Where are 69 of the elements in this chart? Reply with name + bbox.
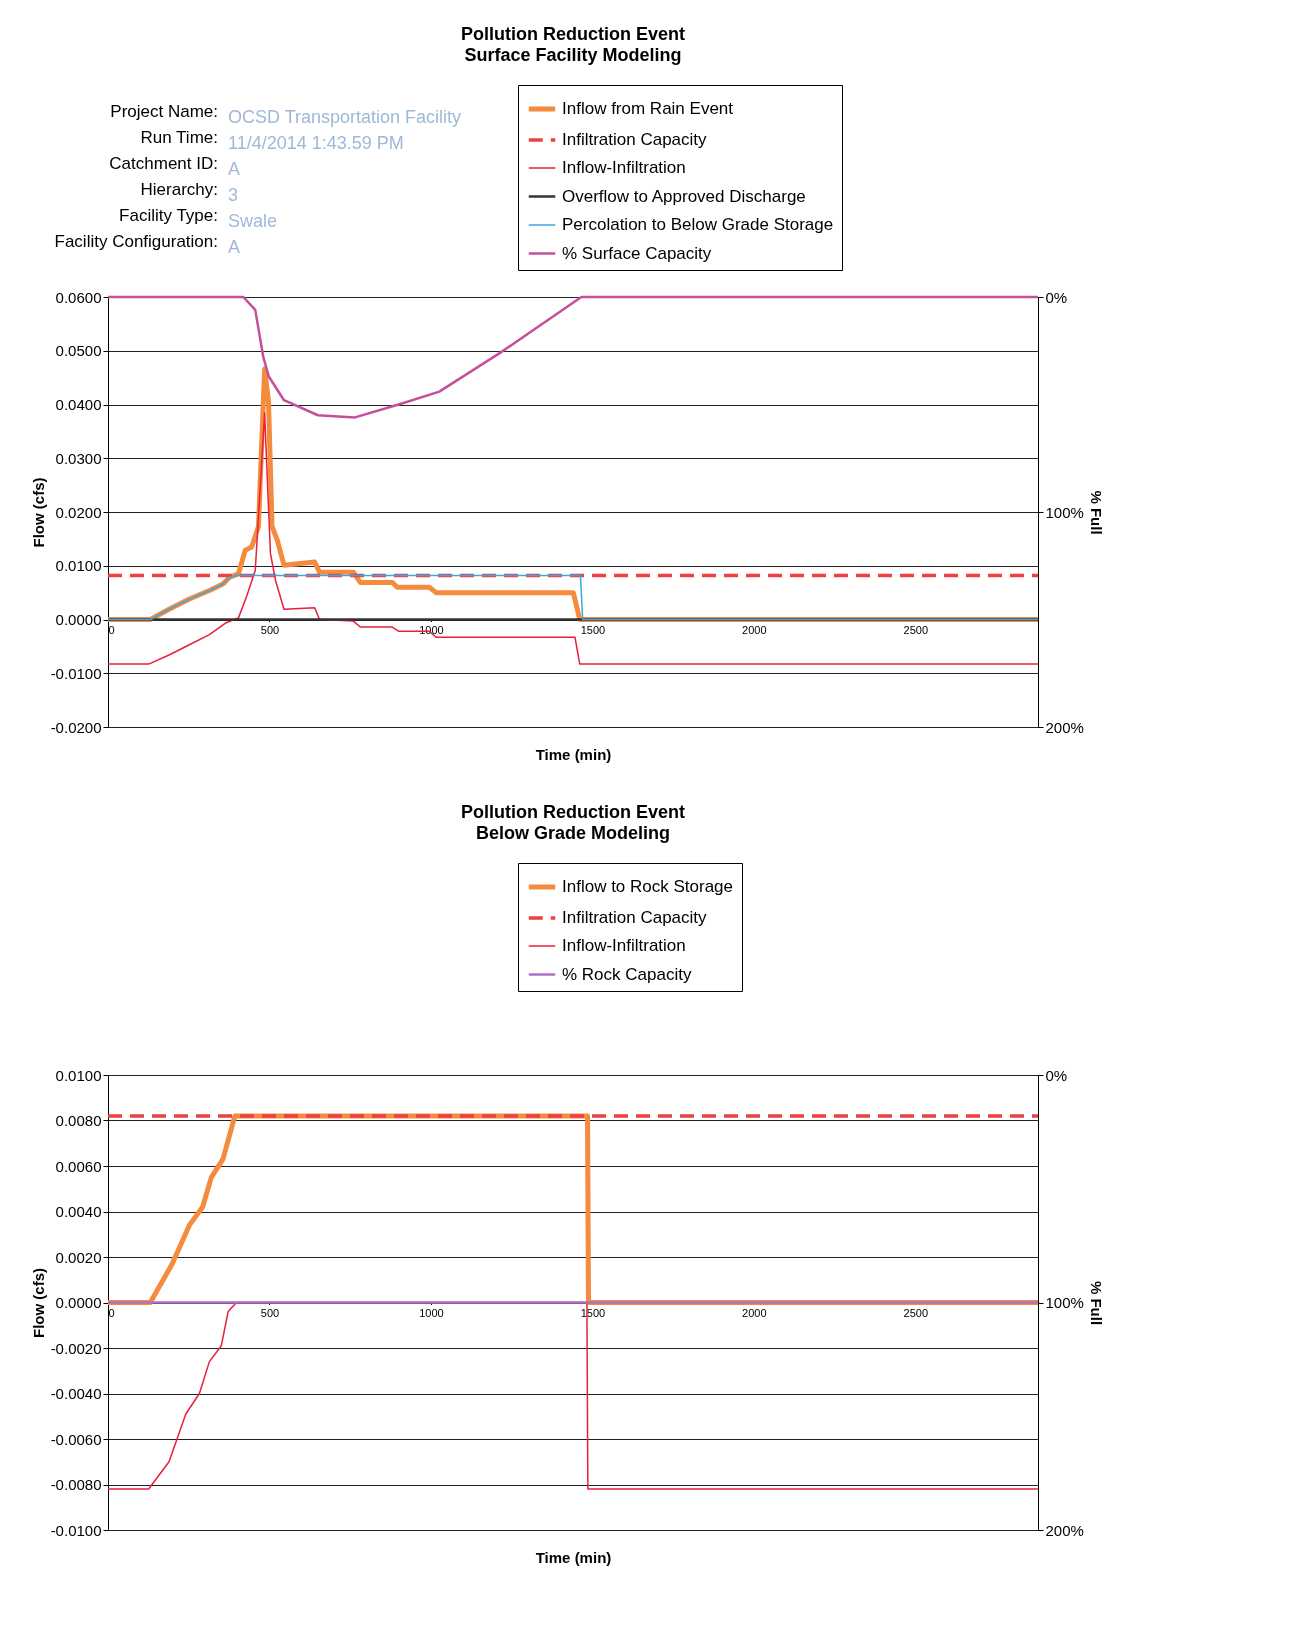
legend-label: Inflow to Rock Storage	[562, 877, 734, 896]
y-tick-label: -0.0020	[50, 1339, 102, 1357]
y-tick-label: 0.0500	[55, 342, 102, 360]
y-tick-label: 0.0400	[55, 396, 102, 413]
text: Hierarchy:	[140, 180, 218, 199]
y2-axis-title: % Full	[1087, 490, 1105, 535]
y-tick-label: -0.0040	[50, 1385, 102, 1402]
x-tick-label: 0	[108, 624, 115, 636]
legend-label: Infiltration Capacity	[562, 130, 708, 149]
legend-label: Inflow-Infiltration	[562, 936, 686, 955]
y-tick-label: -0.0080	[50, 1476, 102, 1493]
y2-tick-label: 0%	[1045, 1066, 1068, 1084]
text: Catchment ID:	[109, 154, 218, 173]
x-axis-title: Time (min)	[535, 1548, 612, 1566]
text: OCSD Transportation Facility	[228, 107, 462, 127]
x-tick-label: 0	[108, 1307, 115, 1319]
legend-label: % Rock Capacity	[562, 964, 692, 984]
y-tick-label: 0.0100	[55, 1066, 102, 1084]
y-axis-title: Flow (cfs)	[29, 1268, 47, 1338]
y-tick-label: 0.0300	[55, 449, 102, 467]
legend-label: Percolation to Below Grade Storage	[562, 215, 834, 234]
chart-subtitle: Surface Facility Modeling	[464, 44, 682, 65]
x-tick-label: 500	[260, 1307, 280, 1319]
y-tick-label: 0.0040	[55, 1203, 102, 1220]
y-axis-title: Flow (cfs)	[29, 477, 47, 548]
x-tick-label: 1000	[419, 1307, 444, 1319]
x-tick-label: 2500	[903, 624, 929, 636]
chart-subtitle: Below Grade Modeling	[475, 822, 671, 843]
y-tick-label: 0.0020	[55, 1248, 102, 1266]
y-tick-label: -0.0200	[50, 718, 102, 736]
text: 11/4/2014 1:43.59 PM	[228, 133, 404, 153]
x-tick-label: 2500	[903, 1307, 929, 1319]
y2-tick-label: 0%	[1045, 288, 1068, 306]
x-tick-label: 1500	[580, 624, 606, 636]
y2-tick-label: 100%	[1045, 1294, 1084, 1311]
y2-tick-label: 200%	[1045, 718, 1084, 736]
legend-label: Infiltration Capacity	[562, 908, 708, 927]
y-tick-label: -0.0100	[50, 1521, 102, 1539]
chart-title: Pollution Reduction Event	[461, 23, 685, 44]
y-tick-label: 0.0080	[55, 1112, 102, 1129]
x-tick-label: 1000	[419, 624, 444, 636]
text: Facility Type:	[119, 206, 218, 225]
text: Run Time:	[140, 128, 218, 147]
x-tick-label: 2000	[742, 1307, 767, 1319]
y2-axis-title: % Full	[1087, 1280, 1105, 1326]
y-tick-label: -0.0100	[50, 664, 102, 682]
y-tick-label: 0.0000	[55, 1294, 102, 1311]
y2-tick-label: 100%	[1045, 503, 1084, 521]
x-axis-title: Time (min)	[535, 745, 612, 763]
y-tick-label: 0.0100	[55, 557, 102, 575]
y-tick-label: -0.0060	[50, 1430, 102, 1448]
y2-tick-label: 200%	[1045, 1521, 1084, 1539]
legend-label: Overflow to Approved Discharge	[562, 186, 806, 206]
y-tick-label: 0.0600	[55, 288, 102, 306]
y-tick-label: 0.0000	[55, 611, 102, 628]
y-tick-label: 0.0200	[55, 503, 102, 521]
text: Facility Configuration:	[54, 232, 218, 251]
legend-label: Inflow-Infiltration	[562, 158, 686, 177]
x-tick-label: 500	[260, 624, 280, 636]
chart-title: Pollution Reduction Event	[461, 801, 685, 822]
legend-label: Inflow from Rain Event	[562, 99, 734, 118]
x-tick-label: 2000	[742, 624, 767, 636]
text: Project Name:	[110, 102, 218, 121]
text: A	[228, 159, 241, 179]
text: 3	[228, 185, 239, 205]
text: Swale	[228, 211, 278, 231]
y-tick-label: 0.0060	[55, 1157, 102, 1175]
text: A	[228, 237, 241, 257]
legend-label: % Surface Capacity	[562, 243, 712, 263]
